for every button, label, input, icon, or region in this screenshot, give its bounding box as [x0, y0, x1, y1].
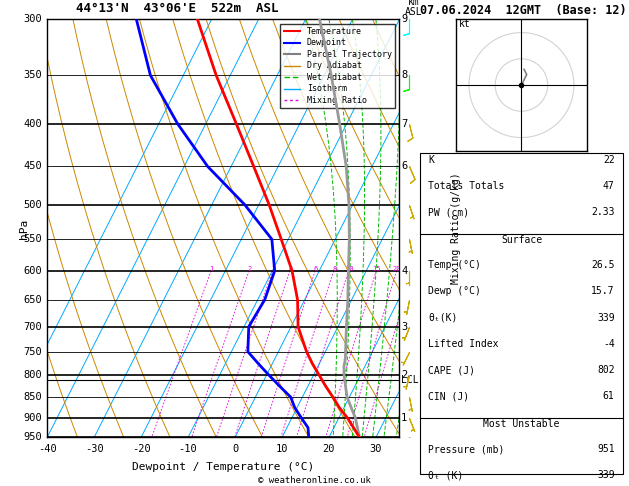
- Text: 8: 8: [332, 266, 337, 272]
- Text: 350: 350: [23, 70, 42, 80]
- Text: -20: -20: [131, 444, 150, 453]
- Text: 951: 951: [597, 444, 615, 454]
- Text: 44°13'N  43°06'E  522m  ASL: 44°13'N 43°06'E 522m ASL: [76, 2, 279, 15]
- Text: -10: -10: [179, 444, 198, 453]
- Text: PW (cm): PW (cm): [428, 208, 469, 217]
- Text: 650: 650: [23, 295, 42, 305]
- Text: Dewp (°C): Dewp (°C): [428, 286, 481, 296]
- Text: 750: 750: [23, 347, 42, 357]
- Text: 1: 1: [401, 413, 408, 423]
- Text: 339: 339: [597, 470, 615, 480]
- Text: 339: 339: [597, 312, 615, 323]
- Text: Mixing Ratio (g/kg): Mixing Ratio (g/kg): [451, 173, 461, 284]
- Text: 700: 700: [23, 322, 42, 331]
- Text: 2: 2: [248, 266, 252, 272]
- Text: 550: 550: [23, 234, 42, 244]
- Text: 61: 61: [603, 391, 615, 401]
- Text: 2: 2: [401, 370, 408, 380]
- Text: Lifted Index: Lifted Index: [428, 339, 499, 349]
- Text: km
ASL: km ASL: [404, 0, 422, 17]
- Text: 15.7: 15.7: [591, 286, 615, 296]
- Text: 20: 20: [323, 444, 335, 453]
- Text: Surface: Surface: [501, 235, 542, 245]
- Text: 600: 600: [23, 266, 42, 276]
- Text: K: K: [428, 155, 434, 165]
- Text: θₜ(K): θₜ(K): [428, 312, 458, 323]
- Text: 3: 3: [271, 266, 276, 272]
- Text: θₜ (K): θₜ (K): [428, 470, 464, 480]
- Text: 20: 20: [393, 266, 401, 272]
- Text: Most Unstable: Most Unstable: [483, 419, 560, 429]
- Text: Totals Totals: Totals Totals: [428, 181, 504, 191]
- Text: 3: 3: [401, 322, 408, 331]
- Text: 0: 0: [232, 444, 238, 453]
- Text: 07.06.2024  12GMT  (Base: 12): 07.06.2024 12GMT (Base: 12): [420, 4, 626, 17]
- Text: 400: 400: [23, 119, 42, 129]
- Text: 9: 9: [401, 15, 408, 24]
- Text: 47: 47: [603, 181, 615, 191]
- Text: © weatheronline.co.uk: © weatheronline.co.uk: [258, 476, 371, 485]
- Text: -40: -40: [38, 444, 57, 453]
- Text: 500: 500: [23, 200, 42, 209]
- Text: 1: 1: [209, 266, 214, 272]
- Text: LCL: LCL: [401, 375, 419, 384]
- Text: kt: kt: [459, 19, 470, 29]
- Text: 22: 22: [603, 155, 615, 165]
- Legend: Temperature, Dewpoint, Parcel Trajectory, Dry Adiabat, Wet Adiabat, Isotherm, Mi: Temperature, Dewpoint, Parcel Trajectory…: [281, 24, 395, 108]
- Text: -30: -30: [85, 444, 104, 453]
- Text: Dewpoint / Temperature (°C): Dewpoint / Temperature (°C): [132, 463, 314, 472]
- Text: 6: 6: [314, 266, 318, 272]
- Text: 4: 4: [401, 266, 408, 276]
- Text: Pressure (mb): Pressure (mb): [428, 444, 504, 454]
- Text: 10: 10: [345, 266, 353, 272]
- Text: CIN (J): CIN (J): [428, 391, 469, 401]
- Text: 850: 850: [23, 392, 42, 402]
- Text: 10: 10: [276, 444, 288, 453]
- Text: 300: 300: [23, 15, 42, 24]
- Text: 6: 6: [401, 161, 408, 172]
- Text: 4: 4: [288, 266, 292, 272]
- Text: 800: 800: [23, 370, 42, 380]
- Text: 15: 15: [372, 266, 381, 272]
- Text: Temp (°C): Temp (°C): [428, 260, 481, 270]
- Text: 2.33: 2.33: [591, 208, 615, 217]
- Text: 900: 900: [23, 413, 42, 423]
- Text: 450: 450: [23, 161, 42, 172]
- Text: 7: 7: [401, 119, 408, 129]
- Text: CAPE (J): CAPE (J): [428, 365, 476, 375]
- Text: -4: -4: [603, 339, 615, 349]
- Text: 8: 8: [401, 70, 408, 80]
- Text: 802: 802: [597, 365, 615, 375]
- Text: 950: 950: [23, 433, 42, 442]
- Text: 30: 30: [370, 444, 382, 453]
- Text: hPa: hPa: [19, 218, 30, 239]
- Text: 26.5: 26.5: [591, 260, 615, 270]
